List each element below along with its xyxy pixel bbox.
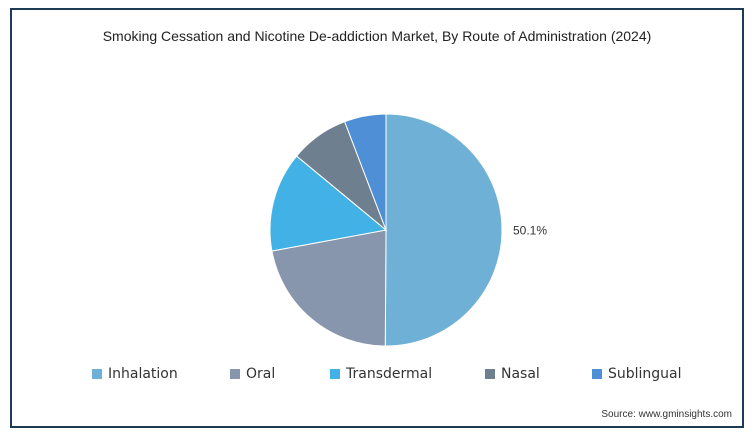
legend-item-sublingual: Sublingual (592, 366, 682, 382)
legend-item-oral: Oral (230, 366, 275, 382)
legend-swatch (92, 369, 102, 379)
legend-label: Nasal (501, 366, 540, 382)
legend-swatch (592, 369, 602, 379)
data-label-inhalation: 50.1% (513, 223, 547, 237)
legend-item-transdermal: Transdermal (330, 366, 432, 382)
chart-title: Smoking Cessation and Nicotine De-addict… (102, 28, 652, 44)
legend-item-nasal: Nasal (485, 366, 540, 382)
pie-slice-inhalation (384, 113, 503, 347)
legend-label: Oral (246, 366, 276, 382)
pie-slice-oral (271, 229, 387, 347)
legend-label: Inhalation (108, 366, 178, 382)
legend-label: Transdermal (346, 366, 433, 382)
legend-item-inhalation: Inhalation (92, 366, 178, 382)
legend: Inhalation Oral Transdermal Nasal Sublingual (92, 366, 692, 388)
legend-swatch (230, 369, 240, 379)
source-note: Source: www.gminsights.com (601, 409, 732, 420)
pie-slice-sublingual (344, 113, 387, 231)
legend-swatch (485, 369, 495, 379)
legend-swatch (330, 369, 340, 379)
pie-slice-transdermal (269, 155, 388, 252)
chart-frame: Smoking Cessation and Nicotine De-addict… (10, 8, 744, 428)
legend-label: Sublingual (608, 366, 682, 382)
pie-chart: 50.1% (269, 113, 547, 347)
